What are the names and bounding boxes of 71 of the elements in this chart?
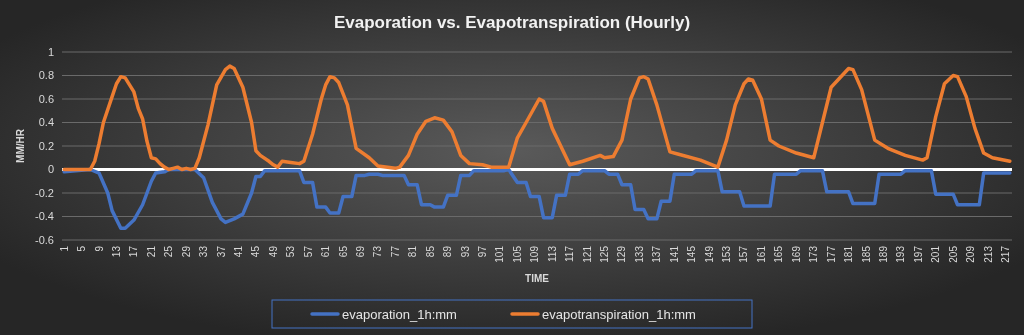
x-tick-label: 141: [668, 245, 680, 263]
x-tick-label: 37: [215, 245, 227, 258]
x-tick-label: 161: [755, 245, 767, 263]
line-series: [62, 167, 1012, 230]
x-tick-label: 81: [407, 245, 419, 258]
x-tick-label: 29: [180, 245, 192, 258]
x-tick-label: 5: [76, 245, 88, 252]
y-tick-label: 0.2: [38, 139, 54, 152]
x-tick-label: 165: [773, 245, 785, 263]
x-tick-label: 53: [285, 245, 297, 258]
x-tick-label: 193: [895, 245, 907, 263]
x-tick-label: 189: [877, 245, 889, 263]
x-tick-label: 65: [337, 245, 349, 258]
x-tick-label: 217: [999, 245, 1011, 263]
chart-title: Evaporation vs. Evapotranspiration (Hourly): [333, 13, 691, 32]
x-tick-label: 185: [860, 245, 872, 263]
x-tick-label: 169: [790, 245, 802, 263]
x-tick-label: 101: [494, 245, 506, 263]
x-tick-label: 133: [633, 245, 645, 263]
x-tick-label: 25: [163, 245, 175, 258]
line-series: [62, 64, 1012, 172]
y-tick-label: -0.2: [35, 186, 54, 199]
x-tick-label: 49: [267, 245, 279, 258]
x-tick-label: 153: [721, 245, 733, 263]
x-tick-label: 61: [320, 245, 332, 258]
x-tick-label: 173: [808, 245, 820, 263]
x-tick-label: 145: [686, 245, 698, 263]
legend-label: evaporation_1h:mm: [342, 306, 457, 322]
x-tick-label: 77: [389, 245, 401, 258]
x-tick-label: 17: [128, 245, 140, 258]
y-tick-label: 0.8: [38, 69, 54, 82]
x-tick-label: 85: [424, 245, 436, 258]
x-tick-label: 89: [442, 245, 454, 258]
x-tick-label: 105: [511, 245, 523, 263]
x-tick-label: 157: [738, 245, 750, 263]
x-axis-title: TIME: [525, 273, 550, 284]
x-tick-label: 181: [843, 245, 855, 263]
x-tick-label: 113: [546, 245, 558, 262]
x-tick-label: 1: [58, 245, 70, 252]
x-tick-label: 201: [930, 245, 942, 263]
x-tick-label: 121: [581, 245, 593, 263]
y-axis-title: MM/HR: [15, 128, 26, 163]
x-tick-label: 41: [232, 245, 244, 258]
x-tick-label: 33: [198, 245, 210, 258]
x-tick-label: 73: [372, 245, 384, 258]
x-tick-label: 69: [355, 245, 367, 258]
y-tick-label: -0.4: [35, 210, 54, 223]
x-tick-label: 177: [825, 245, 837, 263]
x-tick-label: 125: [599, 245, 611, 263]
legend-label: evapotranspiration_1h:mm: [542, 306, 696, 322]
x-tick-label: 205: [947, 245, 959, 263]
y-tick-label: 0.4: [38, 116, 54, 129]
y-tick-label: 1: [47, 45, 54, 58]
x-tick-label: 149: [703, 245, 715, 263]
x-tick-label: 21: [145, 245, 157, 258]
x-tick-label: 137: [651, 245, 663, 263]
x-tick-label: 45: [250, 245, 262, 258]
x-tick-label: 197: [912, 245, 924, 263]
y-tick-label: -0.6: [35, 233, 54, 246]
x-tick-label: 117: [564, 245, 576, 262]
x-tick-label: 93: [459, 245, 471, 258]
x-tick-label: 9: [93, 245, 105, 252]
x-tick-label: 97: [477, 245, 489, 258]
y-tick-label: 0: [47, 163, 54, 176]
x-tick-label: 109: [529, 245, 541, 263]
x-tick-label: 209: [965, 245, 977, 263]
x-tick-label: 129: [616, 245, 628, 263]
x-tick-label: 213: [982, 245, 994, 263]
x-tick-label: 57: [302, 245, 314, 258]
y-tick-label: 0.6: [38, 92, 54, 105]
x-tick-label: 13: [110, 245, 122, 258]
